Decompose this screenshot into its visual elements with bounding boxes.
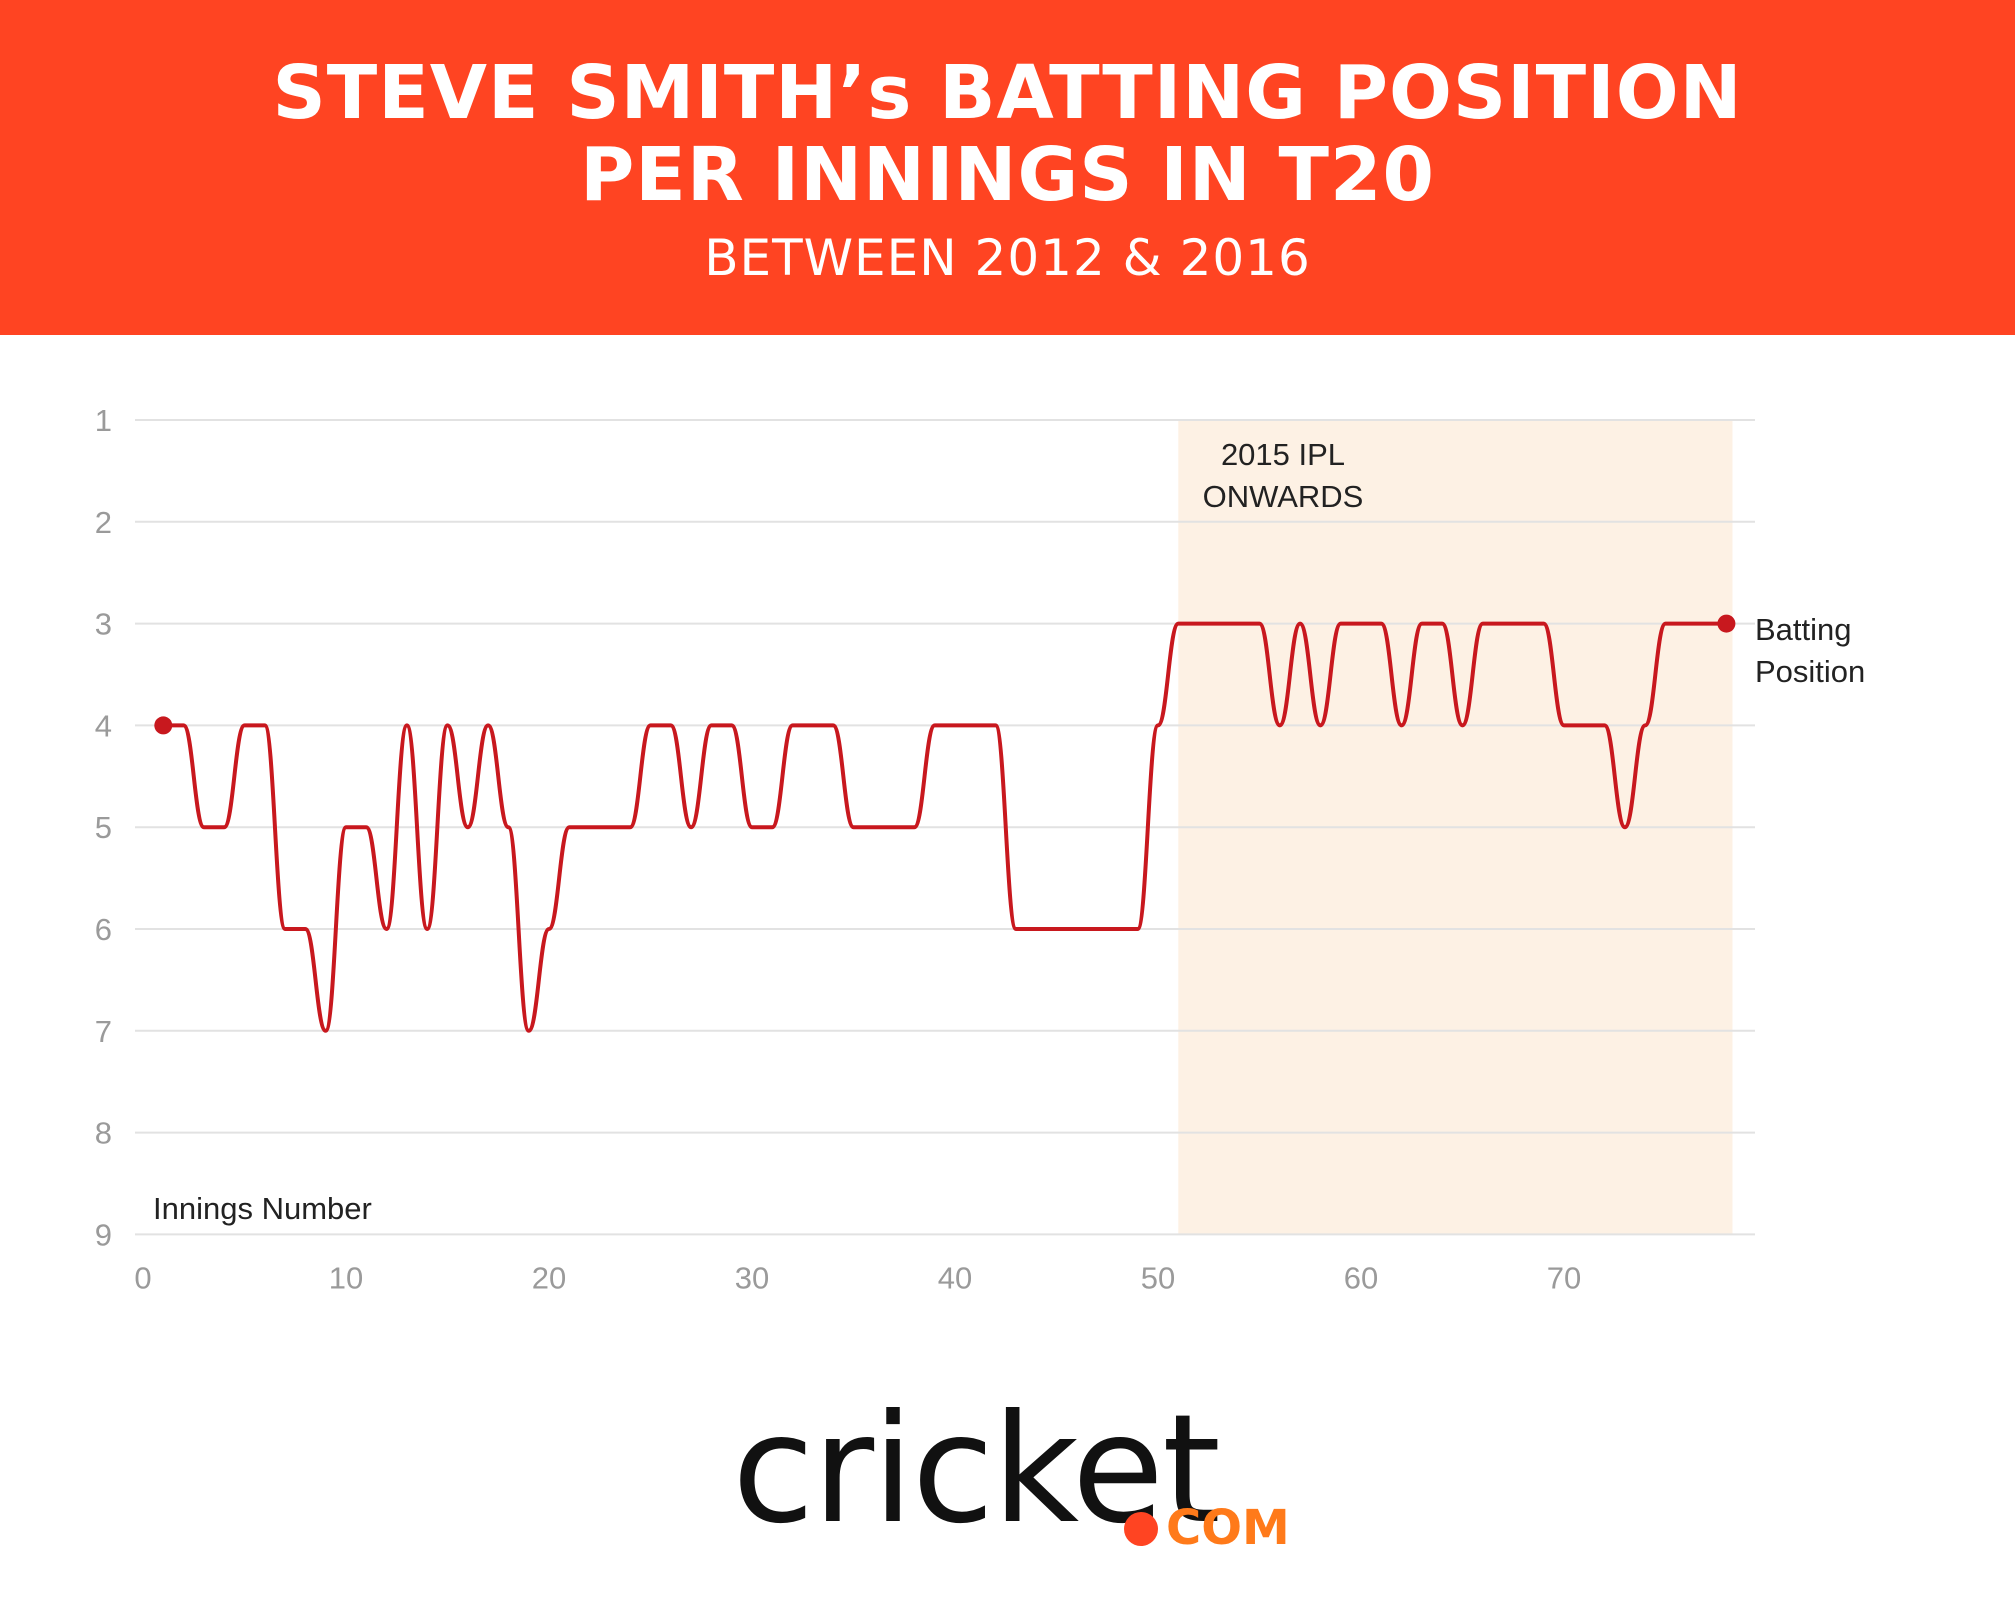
x-tick-label-10: 10 (329, 1260, 363, 1295)
chart-title-line-1: STEVE SMITH’s BATTING POSITION (272, 50, 1743, 136)
chart-subtitle: BETWEEN 2012 & 2016 (704, 229, 1311, 287)
logo-dot-icon (1124, 1512, 1158, 1546)
series-points (154, 614, 1736, 735)
x-tick-label-30: 30 (735, 1260, 769, 1295)
series-line-layer (161, 621, 1729, 1033)
y-tick-label-1: 1 (95, 403, 112, 438)
y-tick-label-3: 3 (95, 607, 112, 642)
x-tick-label-40: 40 (938, 1260, 972, 1295)
x-tick-label-60: 60 (1344, 1260, 1378, 1295)
y-tick-label-5: 5 (95, 810, 112, 845)
series-line-batting-position (161, 621, 1729, 1033)
x-tick-label-0: 0 (134, 1260, 151, 1295)
x-tick-label-20: 20 (532, 1260, 566, 1295)
annotation-label-line-2: ONWARDS (1203, 479, 1364, 514)
y-tick-label-9: 9 (95, 1217, 112, 1252)
chart-title-line-2: PER INNINGS IN T20 (580, 132, 1435, 218)
y-tick-label-6: 6 (95, 912, 112, 947)
x-tick-labels: 0 10 20 30 40 50 60 70 (134, 1260, 1581, 1295)
y-tick-label-8: 8 (95, 1116, 112, 1151)
logo-suffix: COM (1166, 1500, 1290, 1556)
y-tick-labels: 1 2 3 4 5 6 7 8 9 (95, 403, 112, 1252)
x-axis-label: Innings Number (153, 1191, 372, 1226)
cricket-com-logo: cricket COM (0, 1395, 2015, 1575)
x-tick-label-70: 70 (1547, 1260, 1581, 1295)
y-tick-label-7: 7 (95, 1014, 112, 1049)
batting-position-line-chart: 1 2 3 4 5 6 7 8 9 0 10 20 30 40 50 60 70 Innings Number… (95, 403, 1866, 1295)
annotation-label-line-1: 2015 IPL (1221, 437, 1345, 472)
series-end-label-line-2: Position (1755, 654, 1865, 689)
title-block: STEVE SMITH’s BATTING POSITION PER INNIN… (0, 52, 2015, 216)
series-end-label-line-1: Batting (1755, 612, 1852, 647)
x-tick-label-50: 50 (1141, 1260, 1175, 1295)
y-tick-label-2: 2 (95, 505, 112, 540)
series-end-point (1717, 614, 1736, 633)
y-tick-label-4: 4 (95, 708, 112, 743)
series-start-point (154, 716, 173, 735)
title-banner: STEVE SMITH’s BATTING POSITION PER INNIN… (0, 0, 2015, 335)
